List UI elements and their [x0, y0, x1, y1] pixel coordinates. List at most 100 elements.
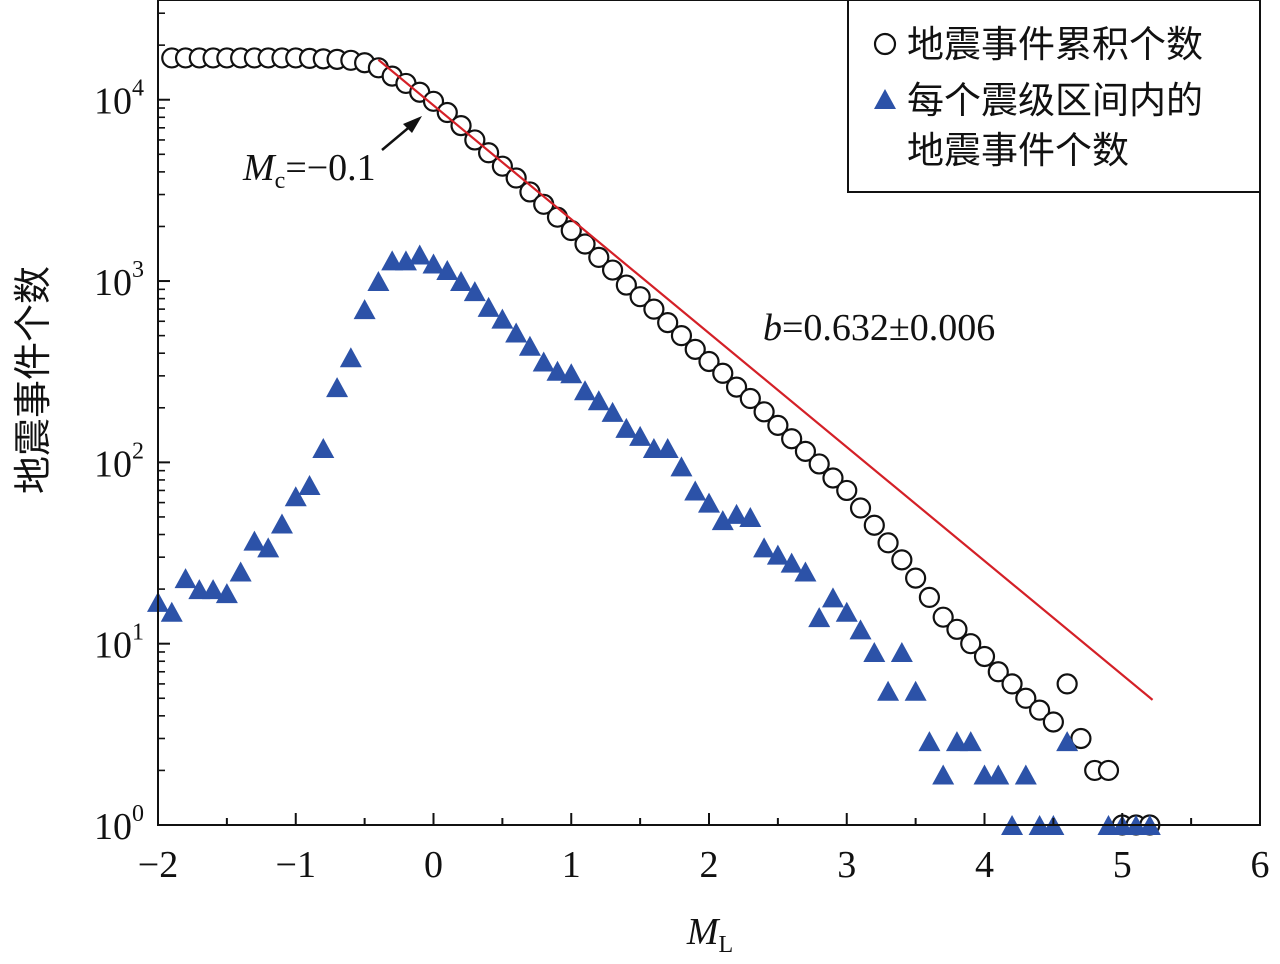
binned-point — [808, 607, 831, 628]
binned-point — [394, 250, 417, 271]
binned-point — [477, 296, 500, 317]
x-tick-label: −1 — [276, 844, 316, 886]
binned-point — [326, 377, 349, 398]
binned-point — [215, 583, 238, 604]
binned-point — [450, 271, 473, 292]
cumulative-point — [657, 311, 679, 334]
cumulative-point — [918, 586, 941, 608]
cumulative-point — [781, 428, 803, 450]
cumulative-point — [767, 414, 789, 436]
binned-point — [904, 680, 927, 701]
binned-point — [284, 486, 307, 507]
cumulative-point — [932, 606, 954, 628]
cumulative-point — [505, 167, 527, 189]
x-axis-title: ML — [686, 911, 733, 958]
binned-point — [959, 731, 982, 752]
cumulative-point — [560, 219, 582, 242]
legend-label-binned-line2: 地震事件个数 — [907, 129, 1129, 172]
cumulative-point — [422, 90, 445, 112]
binned-point — [243, 530, 266, 551]
cumulative-point — [1001, 673, 1023, 695]
cumulative-point — [643, 298, 665, 320]
binned-point — [849, 619, 872, 640]
cumulative-point — [491, 155, 513, 177]
binned-point — [656, 438, 679, 459]
legend-label-binned-line1: 每个震级区间内的 — [907, 79, 1203, 122]
cumulative-point — [1028, 699, 1051, 721]
cumulative-point — [1056, 673, 1078, 695]
binned-point — [780, 552, 803, 573]
binned-point — [174, 568, 197, 589]
cumulative-point — [794, 440, 817, 462]
binned-point — [725, 503, 748, 524]
mc-label: Mc=−0.1 — [242, 147, 376, 194]
x-tick-label: 2 — [700, 844, 719, 886]
cumulative-point — [684, 338, 706, 360]
cumulative-point — [905, 567, 927, 589]
cumulative-point — [863, 514, 885, 536]
binned-point — [1014, 764, 1037, 785]
legend-triangle-marker — [874, 89, 896, 109]
binned-point — [918, 731, 941, 752]
binned-point — [463, 281, 486, 302]
cumulative-point — [987, 661, 1009, 683]
b-value-label: b=0.632±0.006 — [763, 307, 995, 349]
binned-point — [367, 271, 390, 292]
mc-annotation: Mc=−0.1 — [242, 116, 422, 194]
cumulative-point — [822, 467, 844, 489]
binned-point — [932, 764, 955, 785]
binned-point — [698, 492, 720, 513]
binned-point — [574, 380, 597, 401]
binned-point — [670, 456, 693, 477]
binned-point — [436, 260, 459, 281]
binned-point — [270, 513, 293, 534]
cumulative-point — [712, 362, 734, 384]
cumulative-point — [698, 350, 720, 373]
cumulative-point — [808, 453, 830, 475]
y-tick-label: 102 — [94, 438, 144, 485]
legend-label-cumulative: 地震事件累积个数 — [907, 23, 1203, 66]
cumulative-point — [588, 246, 610, 269]
binned-point — [753, 537, 776, 558]
binned-point — [518, 335, 541, 356]
binned-point — [339, 347, 362, 368]
binned-point — [821, 587, 844, 608]
cumulative-point — [849, 497, 872, 519]
series-layer — [147, 47, 1161, 836]
binned-point — [766, 544, 789, 565]
binned-point — [422, 253, 445, 274]
binned-point — [945, 731, 968, 752]
x-tick-label: 1 — [562, 844, 581, 886]
binned-point — [381, 250, 404, 271]
tick-layer — [157, 12, 1261, 826]
y-tick-label: 103 — [94, 257, 144, 304]
binned-point — [684, 480, 707, 501]
binned-point — [202, 579, 225, 600]
binned-point — [587, 390, 610, 411]
binned-point — [505, 322, 528, 343]
binned-point — [601, 401, 624, 422]
binned-point — [1056, 731, 1079, 752]
y-tick-label: 100 — [94, 801, 144, 848]
binned-point — [739, 506, 762, 527]
label-layer: −2 −1 0 1 2 3 4 5 6 100 101 102 103 104 — [94, 76, 1270, 886]
binned-point — [560, 363, 583, 384]
cumulative-point — [960, 633, 982, 655]
binned-point — [353, 299, 376, 320]
cumulative-point — [629, 286, 651, 308]
binned-point — [532, 351, 555, 372]
fit-line — [377, 58, 1154, 701]
x-tick-label: 0 — [424, 844, 443, 886]
binned-point — [188, 579, 211, 600]
cumulative-point — [450, 114, 472, 137]
cumulative-point — [739, 387, 761, 410]
legend-box — [847, 0, 1261, 193]
x-tick-label: 5 — [1113, 844, 1132, 886]
cumulative-point — [1042, 711, 1064, 733]
binned-point — [408, 244, 431, 265]
y-tick-label: 104 — [94, 76, 144, 123]
binned-point — [229, 561, 252, 582]
binned-point — [711, 510, 734, 531]
binned-point — [794, 561, 817, 582]
